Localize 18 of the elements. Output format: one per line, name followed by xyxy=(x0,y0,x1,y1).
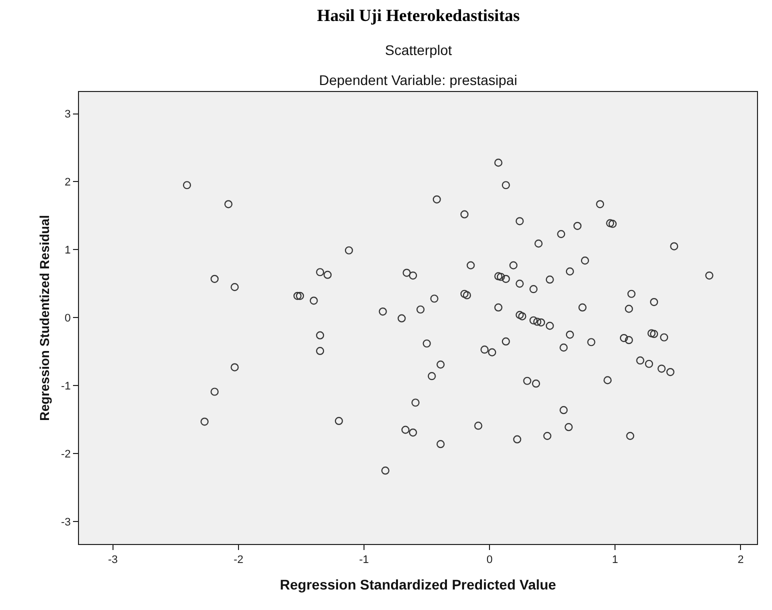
x-tick-label: 2 xyxy=(738,554,744,566)
y-tick-label: -1 xyxy=(61,380,71,392)
y-tick-label: 3 xyxy=(64,108,71,121)
x-tick-label: 0 xyxy=(486,554,493,566)
x-tick-label: -2 xyxy=(234,554,244,566)
text: Hasil Uji Heterokedastisitas xyxy=(317,6,520,25)
x-tick-label: 1 xyxy=(612,554,618,566)
y-tick-label: -3 xyxy=(61,516,71,528)
x-axis-title: Regression Standardized Predicted Value xyxy=(280,576,556,592)
y-axis-title: Regression Studentized Residual xyxy=(36,215,52,421)
x-tick-label: -3 xyxy=(108,554,118,566)
y-tick-label: 1 xyxy=(64,244,71,257)
chart-title: Scatterplot xyxy=(385,42,452,58)
y-tick-label: 2 xyxy=(64,176,71,189)
x-tick-label: -1 xyxy=(359,554,369,566)
chart-subtitle: Dependent Variable: prestasipai xyxy=(319,72,518,88)
y-tick-label: -2 xyxy=(61,448,71,460)
y-tick-label: 0 xyxy=(64,312,71,325)
